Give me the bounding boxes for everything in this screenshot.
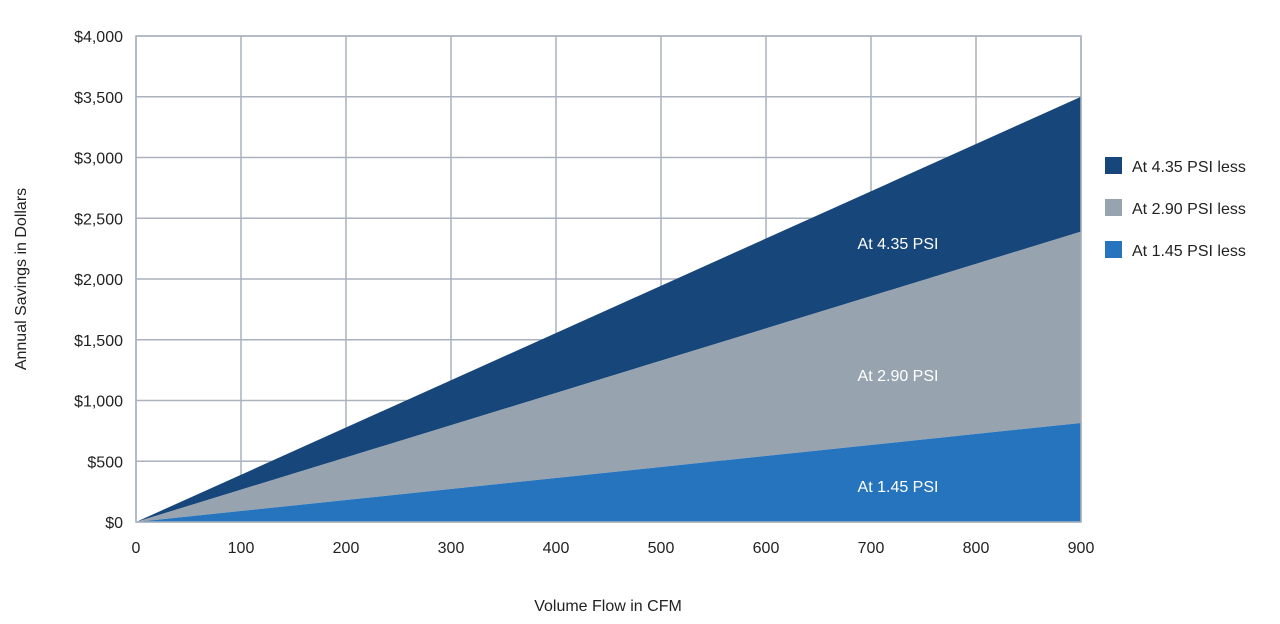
x-tick-label: 900	[1068, 540, 1095, 557]
area-label: At 1.45 PSI	[858, 479, 939, 496]
x-tick-label: 100	[228, 540, 255, 557]
x-tick-label: 200	[333, 540, 360, 557]
y-tick-label: $2,500	[74, 211, 123, 228]
legend-swatch	[1105, 241, 1122, 258]
x-tick-label: 0	[132, 540, 141, 557]
legend-swatch	[1105, 157, 1122, 174]
x-tick-label: 800	[963, 540, 990, 557]
x-tick-labels: 0 100 200 300 400 500 600 700 800 900	[132, 540, 1095, 557]
plot-frame	[135, 35, 1082, 523]
legend-swatch	[1105, 199, 1122, 216]
x-tick-label: 300	[438, 540, 465, 557]
y-tick-labels: $0 $500 $1,000 $1,500 $2,000 $2,500 $3,000 $3,5…	[74, 29, 123, 532]
y-tick-label: $1,000	[74, 394, 123, 411]
y-tick-label: $0	[105, 515, 123, 532]
y-tick-label: $4,000	[74, 29, 123, 46]
y-tick-label: $2,000	[74, 272, 123, 289]
y-tick-label: $500	[87, 454, 123, 471]
area-labels: At 4.35 PSI At 2.90 PSI At 1.45 PSI	[858, 236, 939, 496]
x-tick-label: 600	[753, 540, 780, 557]
x-tick-label: 700	[858, 540, 885, 557]
x-axis-title: Volume Flow in CFM	[534, 598, 682, 615]
legend-label: At 4.35 PSI less	[1132, 159, 1246, 176]
y-tick-label: $3,000	[74, 151, 123, 168]
x-tick-label: 500	[648, 540, 675, 557]
y-axis-title: Annual Savings in Dollars	[13, 188, 30, 370]
y-tick-label: $3,500	[74, 90, 123, 107]
areas	[136, 96, 1081, 523]
legend-label: At 1.45 PSI less	[1132, 243, 1246, 260]
x-tick-label: 400	[543, 540, 570, 557]
y-tick-label: $1,500	[74, 333, 123, 350]
area-at-2-90-psi	[136, 231, 1081, 523]
legend: At 4.35 PSI less At 2.90 PSI less At 1.45 …	[1105, 157, 1246, 260]
area-at-1-45-psi	[136, 422, 1081, 522]
plot-border	[135, 35, 1082, 523]
legend-label: At 2.90 PSI less	[1132, 201, 1246, 218]
area-at-4-35-psi	[136, 96, 1081, 522]
area-label: At 4.35 PSI	[858, 236, 939, 253]
area-label: At 2.90 PSI	[858, 368, 939, 385]
